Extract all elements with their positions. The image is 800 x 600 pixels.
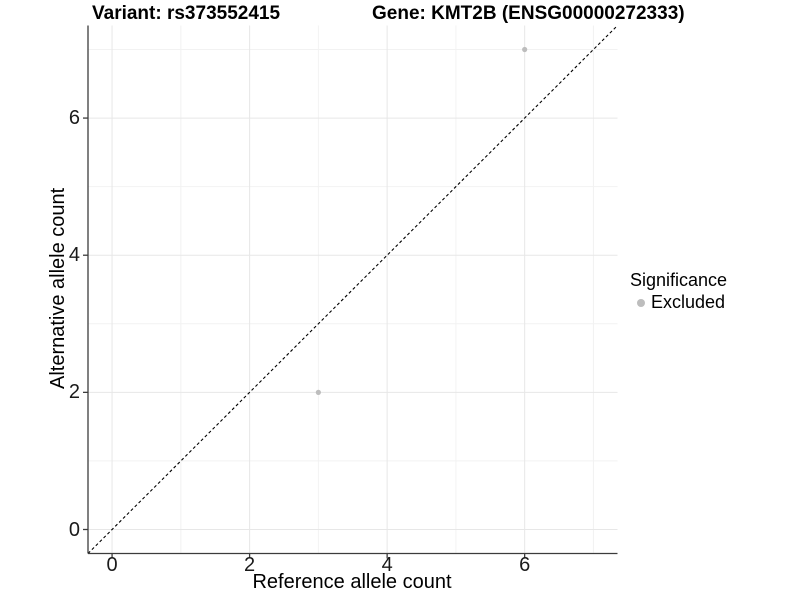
identity-line bbox=[87, 25, 618, 554]
x-tick-label: 0 bbox=[106, 554, 118, 576]
excluded-point-icon bbox=[637, 298, 645, 307]
data-point bbox=[522, 46, 528, 53]
plot-title-gene: Gene: KMT2B (ENSG00000272333) bbox=[372, 3, 685, 24]
legend-item-excluded: Excluded bbox=[630, 292, 795, 313]
plot-title-variant: Variant: rs373552415 bbox=[92, 3, 281, 24]
y-tick-label: 6 bbox=[68, 107, 80, 130]
y-tick-label: 2 bbox=[68, 381, 80, 404]
data-point bbox=[315, 389, 321, 395]
x-tick-label: 6 bbox=[519, 554, 531, 576]
y-tick-label: 0 bbox=[68, 518, 80, 541]
legend: Significance Excluded bbox=[630, 270, 795, 313]
legend-item-label: Excluded bbox=[651, 292, 726, 312]
legend-title: Significance bbox=[630, 270, 728, 290]
x-tick-label: 2 bbox=[244, 554, 256, 576]
x-tick-label: 4 bbox=[381, 554, 393, 576]
y-tick-label: 4 bbox=[68, 244, 80, 267]
y-axis-title: Alternative allele count bbox=[47, 187, 69, 389]
x-axis-title: Reference allele count bbox=[252, 571, 452, 593]
